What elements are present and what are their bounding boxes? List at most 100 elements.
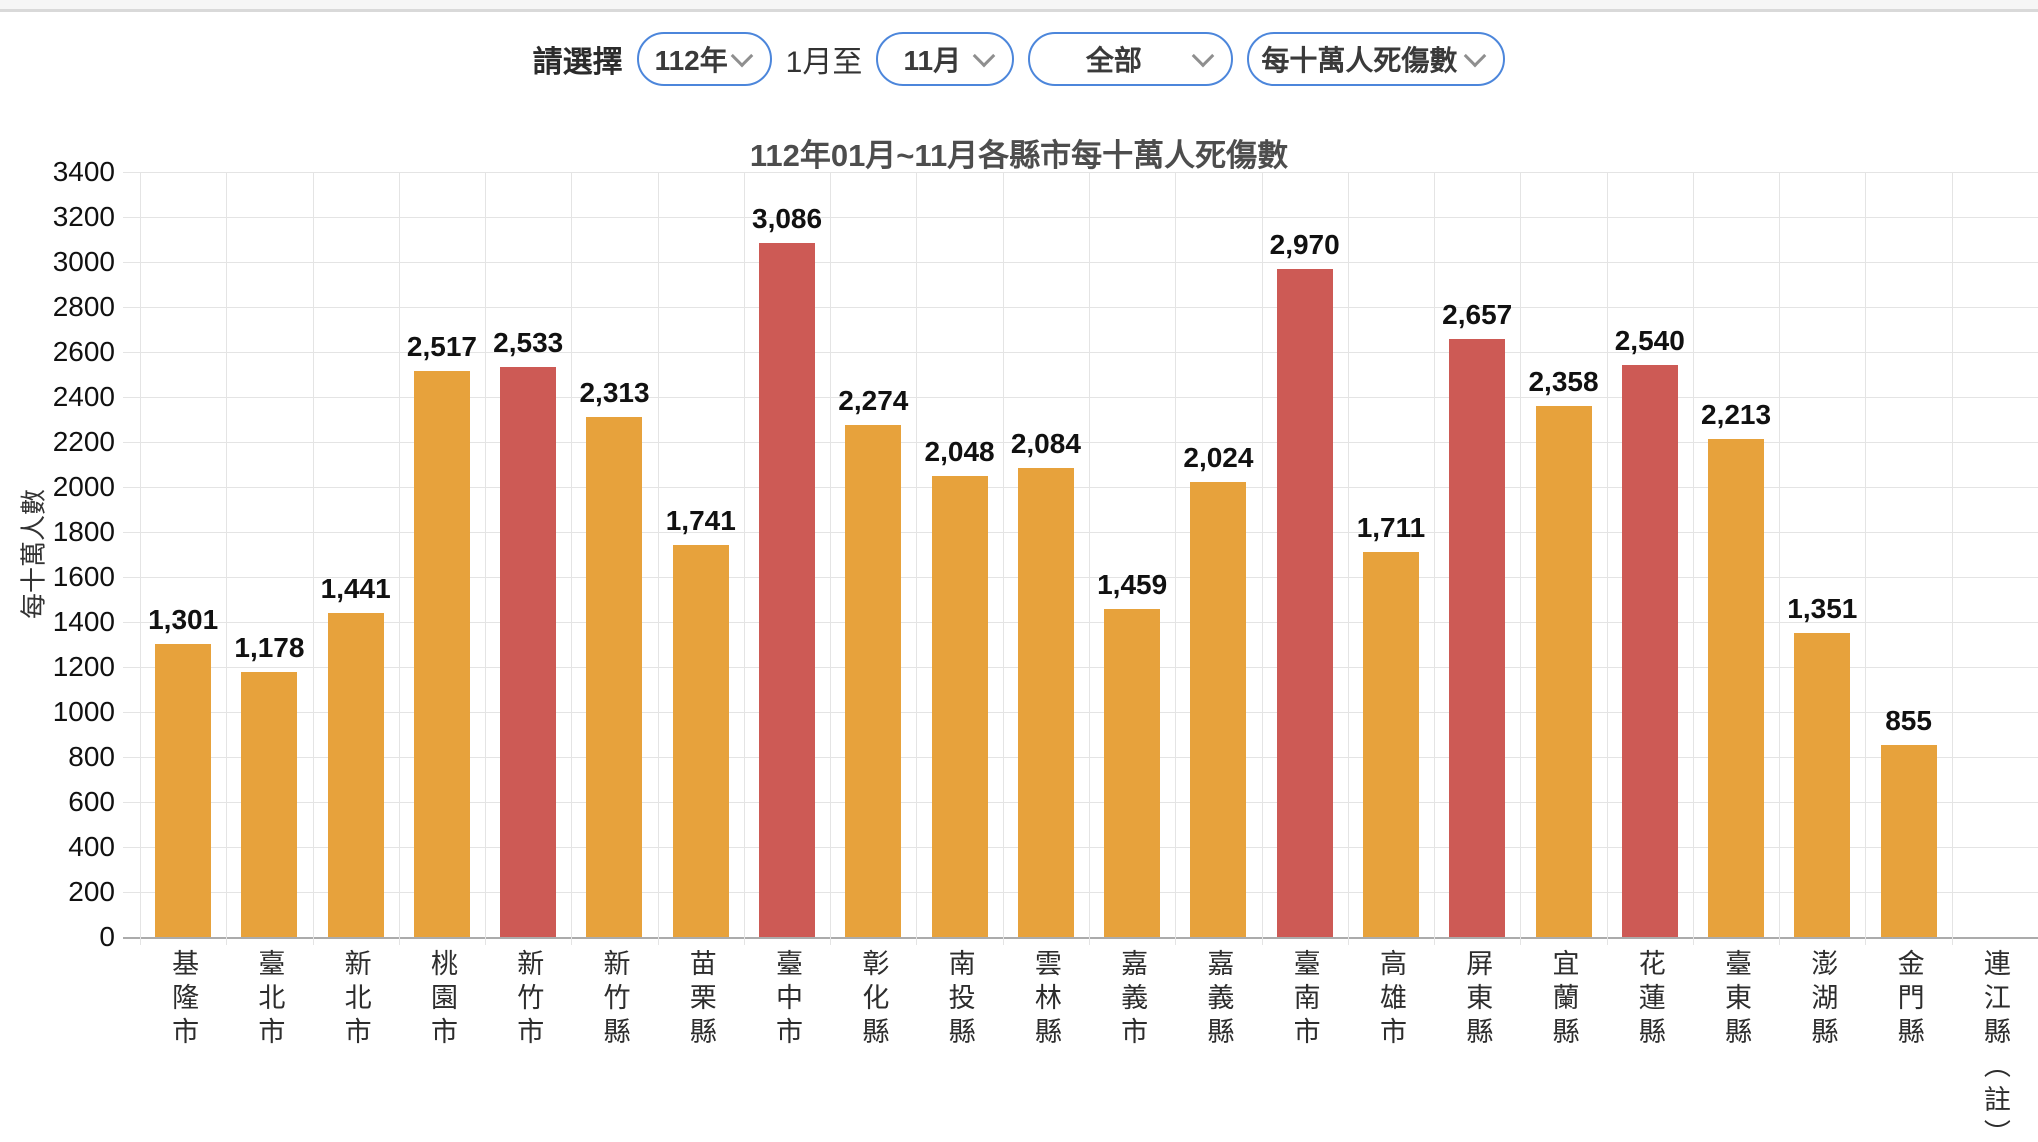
bar <box>673 545 729 937</box>
bar-value-label: 2,213 <box>1700 399 1772 430</box>
x-category-label: 彰化縣 <box>858 949 889 1051</box>
x-gridline <box>1002 172 1004 945</box>
bar <box>1104 609 1160 937</box>
metric-select-value: 每十萬人死傷數 <box>1261 45 1458 76</box>
region-select-value: 全部 <box>1085 45 1142 76</box>
bar-value-label: 2,540 <box>1614 325 1685 356</box>
bar <box>155 644 211 937</box>
chevron-down-icon <box>1192 44 1215 68</box>
x-gridline <box>916 172 918 945</box>
bar-value-label: 2,024 <box>1183 442 1254 473</box>
x-category-label: 臺南市 <box>1289 949 1320 1051</box>
x-category-label: 臺東縣 <box>1721 949 1752 1051</box>
month-select-value: 11月 <box>903 45 962 76</box>
x-category-label: 南投縣 <box>944 949 975 1051</box>
x-gridline <box>830 172 832 945</box>
top-divider-strip <box>0 0 2038 12</box>
bar <box>1277 269 1333 937</box>
x-gridline <box>140 172 141 945</box>
y-tick-label: 2200 <box>52 426 115 457</box>
y-tick-label: 1600 <box>52 561 115 592</box>
bar-value-label: 2,313 <box>579 377 650 408</box>
x-category-label: 雲林縣 <box>1030 949 1061 1051</box>
y-gridline <box>123 172 2038 173</box>
x-gridline <box>1692 172 1694 945</box>
x-gridline <box>312 172 314 945</box>
x-gridline <box>398 172 400 945</box>
y-tick-label: 1000 <box>52 696 115 727</box>
x-category-label: 臺中市 <box>772 949 803 1051</box>
x-category-label: 花蓮縣 <box>1634 949 1665 1051</box>
x-gridline <box>657 172 659 945</box>
bar-value-label: 1,711 <box>1356 512 1426 543</box>
bar <box>586 417 642 937</box>
bar-value-label: 2,533 <box>493 327 564 358</box>
x-gridline <box>485 172 487 945</box>
y-gridline <box>123 487 2038 488</box>
x-category-label: 桃園市 <box>426 949 457 1051</box>
bar <box>1622 365 1678 937</box>
bar-value-label: 2,274 <box>838 385 909 416</box>
x-gridline <box>1175 172 1177 945</box>
bar <box>241 672 297 937</box>
y-gridline <box>123 712 2038 713</box>
plot-area: 1,301 1,178 1,441 2,517 2,533 2,313 1,741 3,086… <box>123 172 2038 945</box>
y-gridline <box>123 802 2038 803</box>
x-gridline <box>226 172 228 945</box>
bar <box>1794 633 1850 937</box>
x-category-label: 宜蘭縣 <box>1548 949 1579 1051</box>
x-category-label: 基隆市 <box>168 949 199 1051</box>
x-category-label: 澎湖縣 <box>1807 949 1838 1051</box>
region-select[interactable]: 全部 <box>1028 32 1234 86</box>
y-gridline <box>123 397 2038 398</box>
bar-value-label: 1,441 <box>320 573 391 604</box>
y-tick-label: 1200 <box>52 651 115 682</box>
year-select[interactable]: 112年 <box>636 32 772 86</box>
x-gridline <box>1951 172 1953 945</box>
y-tick-label: 3400 <box>52 156 115 187</box>
bar-value-label: 2,084 <box>1010 428 1081 459</box>
bar-value-label: 1,741 <box>665 505 736 536</box>
y-gridline <box>123 667 2038 668</box>
filter-controls: 請選擇 112年 1月至 11月 全部 每十萬人死傷數 <box>0 32 2038 86</box>
bar <box>1190 482 1246 937</box>
y-tick-label: 3200 <box>52 201 115 232</box>
bar-value-label: 2,970 <box>1269 229 1340 260</box>
y-tick-label: 600 <box>68 786 115 817</box>
x-gridline <box>743 172 745 945</box>
bar <box>932 476 988 937</box>
y-gridline <box>123 217 2038 218</box>
bar <box>1708 439 1764 937</box>
metric-select[interactable]: 每十萬人死傷數 <box>1247 32 1506 86</box>
x-category-label: 新竹縣 <box>599 949 630 1051</box>
x-category-label: 屏東縣 <box>1462 949 1493 1051</box>
month-range-text: 1月至 <box>785 46 863 79</box>
x-category-label: 新北市 <box>340 949 371 1051</box>
y-gridline <box>123 532 2038 533</box>
x-axis-line <box>123 937 2038 939</box>
bar <box>759 243 815 937</box>
x-category-label: 苗栗縣 <box>685 949 716 1051</box>
y-tick-label: 1400 <box>52 606 115 637</box>
x-gridline <box>1089 172 1090 945</box>
y-tick-label: 800 <box>68 741 115 772</box>
x-gridline <box>1606 172 1608 945</box>
x-gridline <box>1779 172 1781 945</box>
x-category-label: 連江縣（註） <box>1979 949 2010 1142</box>
y-tick-label: 2800 <box>52 291 115 322</box>
x-category-label: 嘉義縣 <box>1203 949 1234 1051</box>
x-gridline <box>1865 172 1867 945</box>
bar <box>1881 745 1937 937</box>
y-gridline <box>123 442 2038 443</box>
bar-value-label: 2,657 <box>1442 299 1513 330</box>
y-tick-label: 2000 <box>52 471 115 502</box>
chart-title: 112年01月~11月各縣市每十萬人死傷數 <box>749 138 1289 173</box>
month-select[interactable]: 11月 <box>876 32 1015 86</box>
x-gridline <box>1520 172 1522 945</box>
bar <box>1536 406 1592 937</box>
y-tick-label: 0 <box>99 921 115 952</box>
y-gridline <box>123 352 2038 353</box>
bar-value-label: 2,517 <box>406 331 477 362</box>
bar-value-label: 2,358 <box>1528 366 1599 397</box>
